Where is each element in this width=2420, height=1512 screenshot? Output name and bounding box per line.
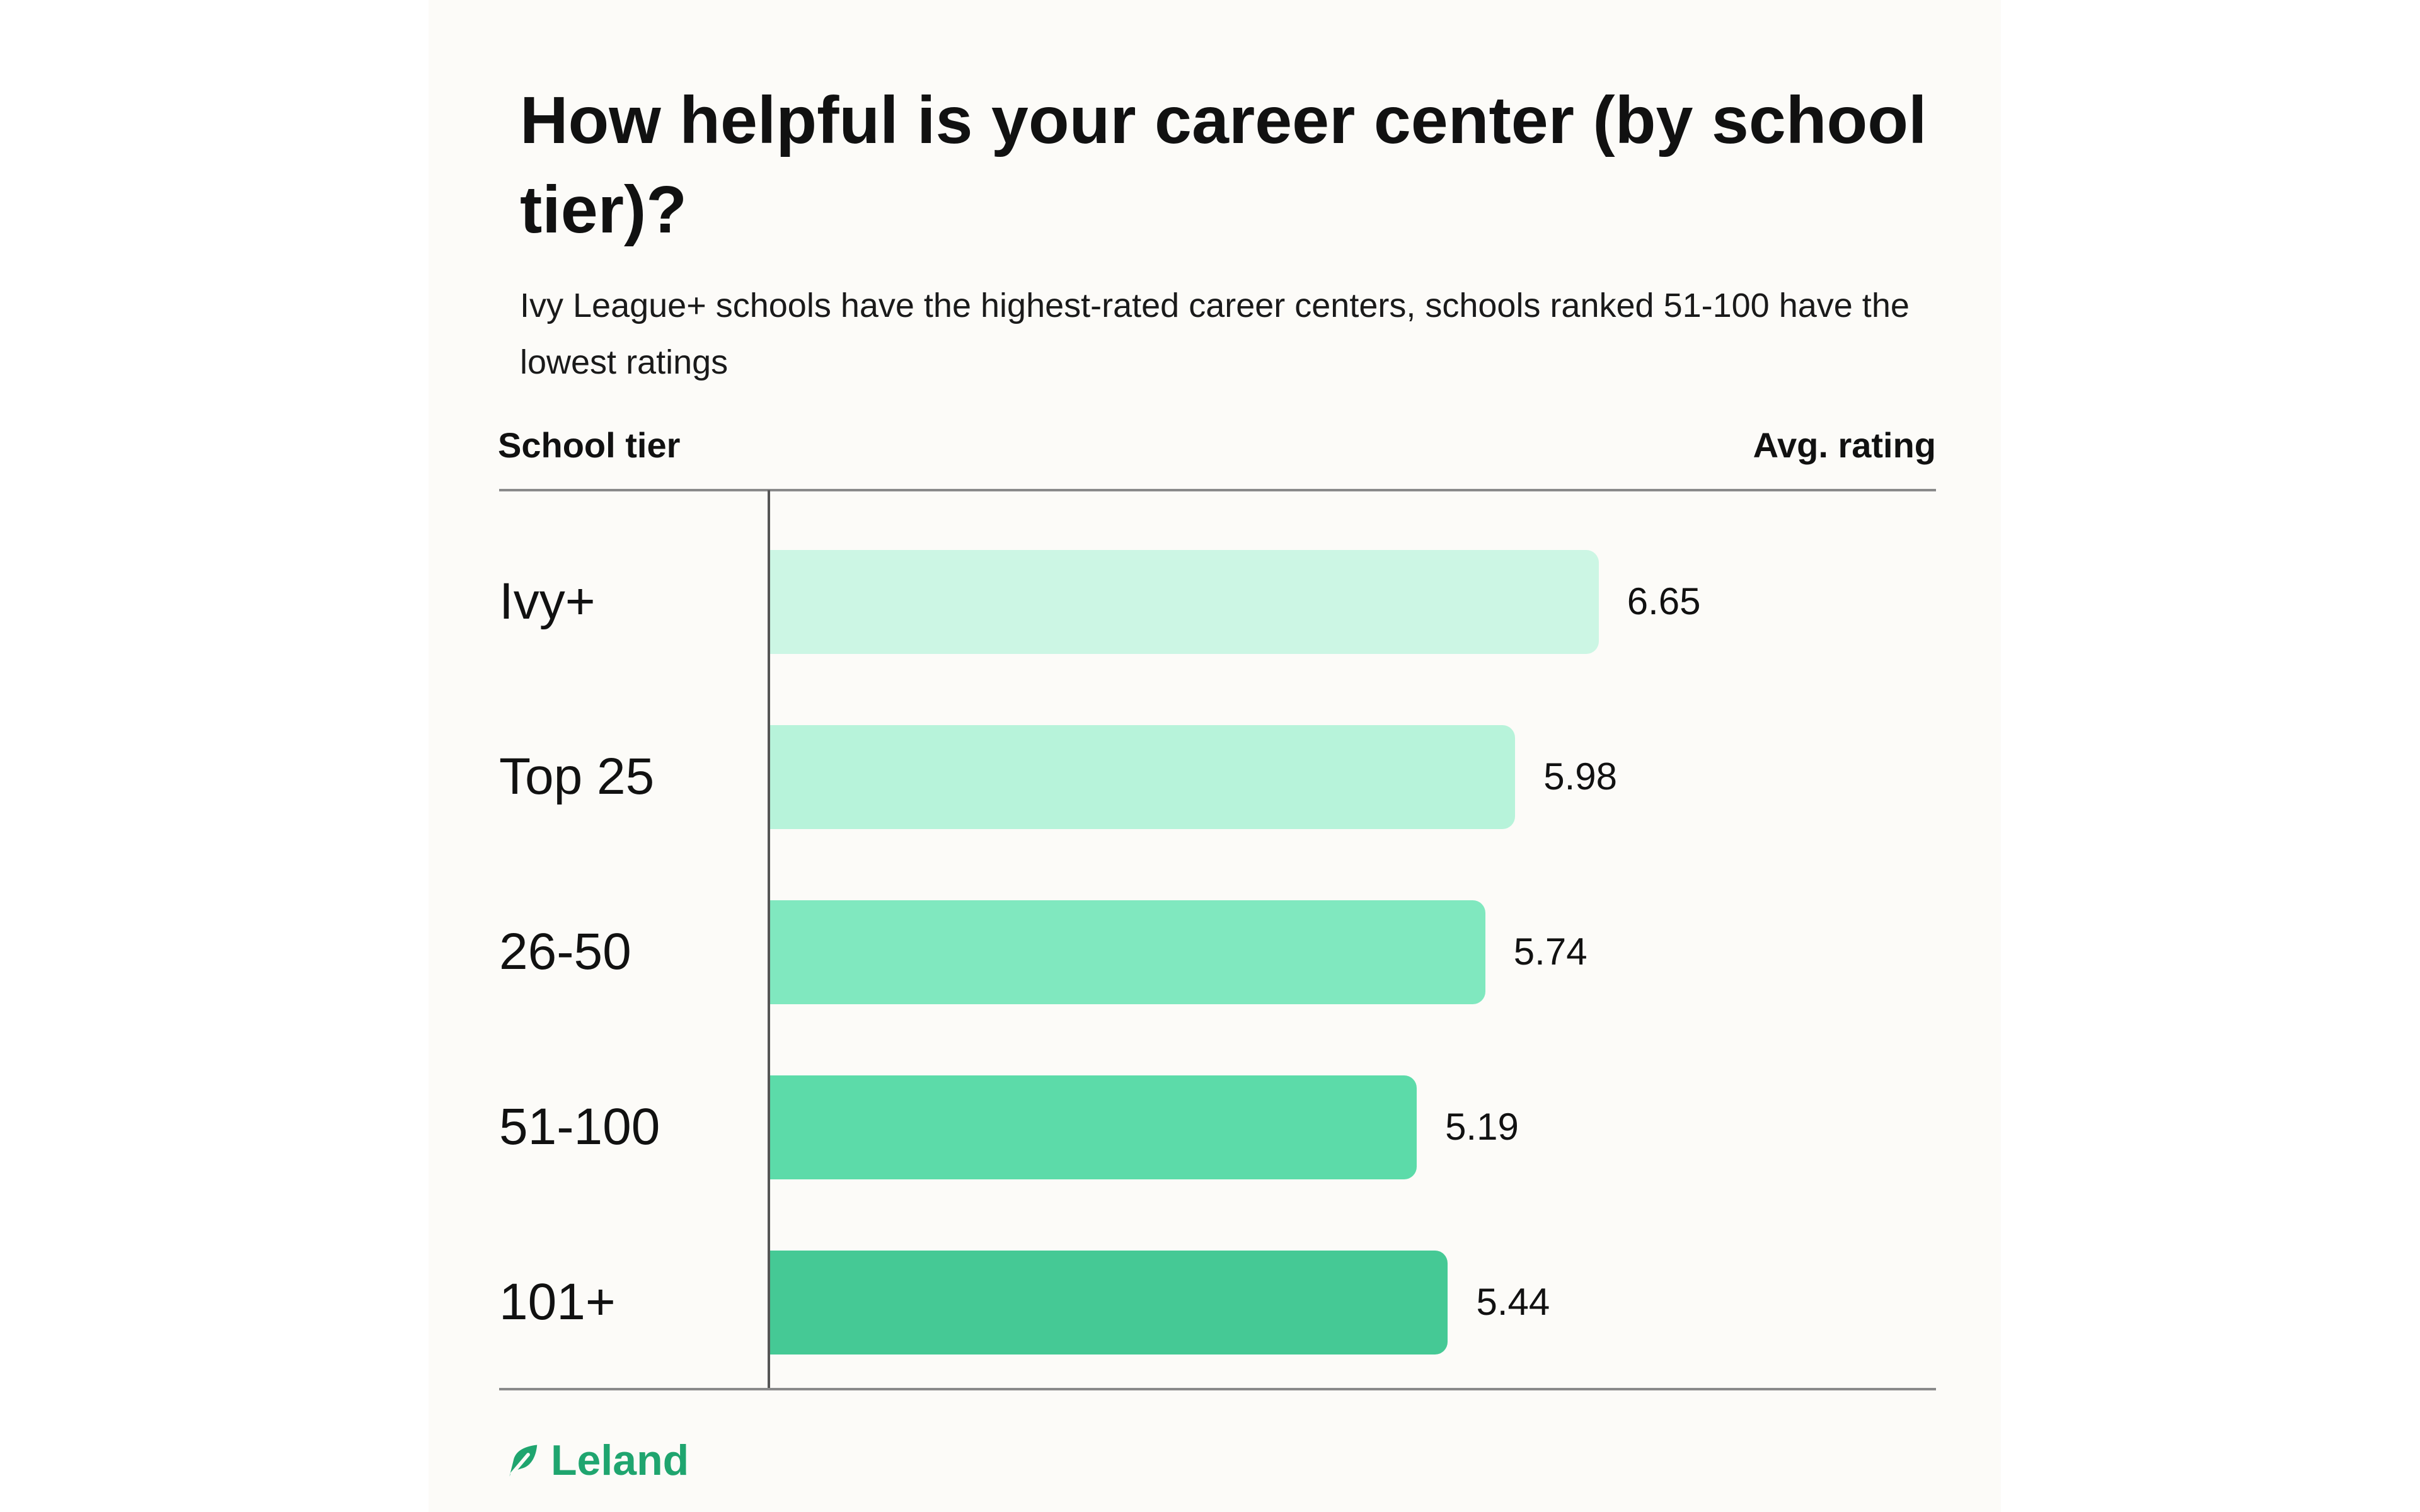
bar-value-label: 5.98 xyxy=(1543,755,1618,798)
bar xyxy=(770,1075,1417,1179)
bar-value-label: 5.19 xyxy=(1445,1106,1519,1148)
top-divider xyxy=(499,489,1936,491)
bar xyxy=(770,1250,1448,1354)
y-axis-line xyxy=(768,490,770,1389)
leland-logo: Leland xyxy=(503,1435,689,1486)
bar xyxy=(770,549,1599,654)
category-label: Ivy+ xyxy=(499,573,596,630)
column-header-school-tier: School tier xyxy=(498,425,681,465)
column-header-avg-rating: Avg. rating xyxy=(1753,425,1936,465)
bar xyxy=(770,724,1516,829)
bar-value-label: 5.74 xyxy=(1513,931,1587,973)
category-label: Top 25 xyxy=(499,748,655,805)
category-label: 51-100 xyxy=(499,1098,660,1155)
bar-value-label: 6.65 xyxy=(1627,580,1701,622)
chart-subtitle: Ivy League+ schools have the highest-rat… xyxy=(520,287,1910,381)
bar xyxy=(770,900,1485,1004)
brand-name: Leland xyxy=(551,1436,689,1484)
bar-value-label: 5.44 xyxy=(1476,1281,1550,1323)
bottom-divider xyxy=(499,1388,1936,1390)
leaf-icon xyxy=(509,1445,538,1477)
category-label: 26-50 xyxy=(499,923,631,980)
chart-title: How helpful is your career center (by sc… xyxy=(520,83,1927,247)
category-label: 101+ xyxy=(499,1273,616,1331)
